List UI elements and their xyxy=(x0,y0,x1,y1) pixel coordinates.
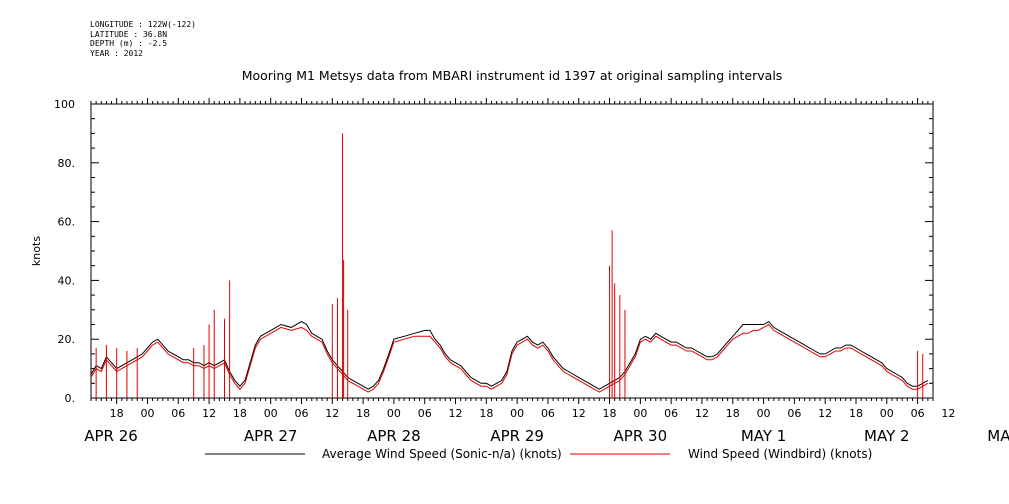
year-label: YEAR : 2012 xyxy=(90,48,143,58)
x-date-label: APR 27 xyxy=(244,427,298,445)
x-tick-label: 12 xyxy=(695,407,709,420)
x-tick-label: 00 xyxy=(757,407,771,420)
x-tick-label: 18 xyxy=(356,407,370,420)
x-tick-label: 00 xyxy=(510,407,524,420)
x-tick-label: 18 xyxy=(233,407,247,420)
x-tick-label: 18 xyxy=(603,407,617,420)
x-tick-label: 00 xyxy=(633,407,647,420)
metadata-block: LONGITUDE : 122W(-122) LATITUDE : 36.8N … xyxy=(90,20,196,58)
chart-title: Mooring M1 Metsys data from MBARI instru… xyxy=(242,68,783,83)
x-tick-label: 00 xyxy=(264,407,278,420)
x-tick-label: 12 xyxy=(202,407,216,420)
x-date-label: MAY 3 xyxy=(987,427,1009,445)
x-tick-label: 00 xyxy=(880,407,894,420)
depth-label: DEPTH (m) : -2.5 xyxy=(90,39,168,48)
x-date-label: APR 28 xyxy=(367,427,421,445)
x-date-label: APR 29 xyxy=(490,427,544,445)
x-tick-label: 06 xyxy=(787,407,801,420)
x-tick-label: 00 xyxy=(140,407,154,420)
x-tick-label: 18 xyxy=(110,407,124,420)
x-tick-label: 06 xyxy=(295,407,309,420)
x-tick-label: 18 xyxy=(849,407,863,420)
y-tick-label: 40. xyxy=(58,274,76,287)
x-tick-label: 18 xyxy=(726,407,740,420)
x-tick-label: 06 xyxy=(911,407,925,420)
x-tick-label: 12 xyxy=(325,407,339,420)
x-tick-label: 12 xyxy=(941,407,955,420)
legend: Average Wind Speed (Sonic-n/a) (knots) W… xyxy=(205,447,872,461)
x-date-label: APR 30 xyxy=(614,427,668,445)
y-axis-label: knots xyxy=(30,236,43,266)
x-date-label: APR 26 xyxy=(84,427,138,445)
y-tick-label: 0. xyxy=(65,392,76,405)
x-tick-label: 18 xyxy=(479,407,493,420)
y-tick-label: 20. xyxy=(58,333,76,346)
plot-area xyxy=(90,133,929,398)
longitude-label: LONGITUDE : 122W(-122) xyxy=(90,20,196,29)
x-date-label: MAY 1 xyxy=(741,427,787,445)
latitude-label: LATITUDE : 36.8N xyxy=(90,29,168,39)
series-windbird-wind-speed xyxy=(90,323,929,393)
x-axis: 18 00 06 12 18 00 06 12 18 00 06 12 18 00 06 12 18 00 06 12… xyxy=(84,98,1009,445)
y-tick-label: 60. xyxy=(58,216,76,229)
x-tick-label: 06 xyxy=(541,407,555,420)
y-tick-label: 80. xyxy=(58,157,76,170)
x-tick-label: 12 xyxy=(449,407,463,420)
x-date-label: MAY 2 xyxy=(864,427,910,445)
legend-label-windbird: Wind Speed (Windbird) (knots) xyxy=(688,447,872,461)
x-tick-label: 00 xyxy=(387,407,401,420)
x-tick-label: 06 xyxy=(664,407,678,420)
x-tick-label: 12 xyxy=(572,407,586,420)
legend-label-average: Average Wind Speed (Sonic-n/a) (knots) xyxy=(322,447,562,461)
y-tick-label: 100 xyxy=(54,98,75,111)
x-tick-label: 12 xyxy=(818,407,832,420)
x-tick-label: 06 xyxy=(418,407,432,420)
x-tick-label: 06 xyxy=(171,407,185,420)
y-axis: 0. 20. 40. 60. 80. 100 xyxy=(54,98,933,405)
series-average-wind-speed xyxy=(90,320,929,390)
